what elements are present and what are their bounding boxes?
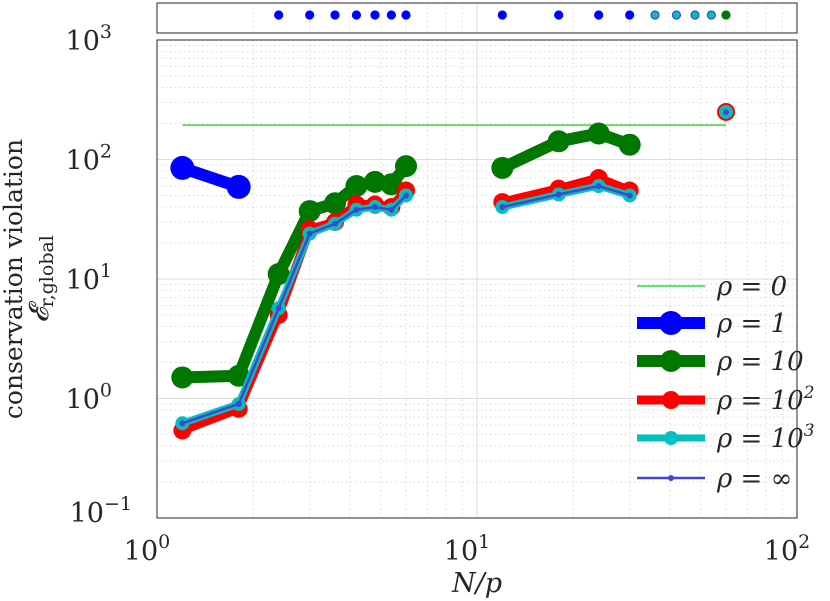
legend-label: ρ = 1	[716, 309, 787, 339]
data-point	[227, 364, 250, 387]
legend-label: ρ = 10	[716, 347, 804, 377]
strip-point	[386, 10, 396, 20]
data-point	[547, 130, 570, 153]
data-point	[179, 420, 186, 427]
data-point	[403, 192, 410, 199]
series-line	[502, 184, 631, 209]
y-axis-symbol: 𝓔r,global	[24, 235, 58, 323]
x-tick-label: 101	[444, 531, 490, 567]
data-point	[345, 175, 368, 198]
data-point	[363, 170, 386, 193]
series-2	[171, 122, 641, 389]
strip-point	[706, 10, 716, 20]
strip-point	[625, 10, 635, 20]
data-point	[499, 204, 506, 211]
series-line	[501, 173, 632, 207]
data-point	[171, 366, 194, 389]
y-tick-label: 100	[66, 380, 112, 416]
legend-label: ρ = ∞	[716, 464, 792, 494]
legend-label: ρ = 0	[716, 272, 787, 302]
x-tick-label: 100	[124, 531, 170, 567]
strip-point	[305, 10, 315, 20]
strip-point	[554, 10, 564, 20]
data-point	[275, 305, 282, 312]
data-point	[723, 108, 730, 115]
data-point	[235, 400, 242, 407]
series-line	[180, 187, 410, 435]
data-point	[618, 133, 641, 156]
legend-marker	[664, 431, 678, 445]
data-point	[626, 192, 633, 199]
data-point	[226, 174, 251, 199]
strip-point	[594, 10, 604, 20]
data-point	[595, 183, 602, 190]
legend-marker	[660, 350, 682, 372]
series-1	[170, 155, 251, 199]
series-4	[175, 104, 734, 431]
data-point	[332, 220, 339, 227]
data-point	[353, 206, 360, 213]
data-point	[587, 122, 610, 145]
legend-entry-5: ρ = ∞	[637, 464, 792, 494]
series-line	[499, 127, 632, 174]
y-tick-label: 10−1	[70, 493, 132, 529]
x-tick-label: 102	[764, 531, 810, 567]
y-tick-label: 101	[66, 260, 112, 296]
legend-entry-4: ρ = 103	[637, 421, 815, 454]
data-point	[306, 230, 313, 237]
series-3	[173, 102, 736, 440]
strip-point	[401, 10, 411, 20]
legend-marker	[668, 475, 674, 481]
legend-entry-0: ρ = 0	[637, 272, 787, 302]
legend-marker	[659, 311, 683, 335]
legend-entry-1: ρ = 1	[637, 309, 787, 339]
strip-frame	[156, 2, 798, 34]
legend-label: ρ = 103	[716, 421, 815, 454]
y-tick-label: 102	[66, 141, 112, 177]
strip-point	[351, 10, 362, 20]
y-tick-label: 103	[66, 21, 112, 57]
legend-marker	[662, 391, 680, 409]
strip-point	[497, 10, 507, 20]
data-point	[491, 156, 514, 179]
strip-point	[330, 10, 340, 20]
data-point	[298, 200, 321, 223]
strip-point	[274, 10, 284, 20]
data-point	[170, 155, 195, 180]
x-axis-label: N/p	[451, 568, 502, 599]
y-axis-label: conservation violation	[0, 139, 28, 419]
data-point	[371, 204, 378, 211]
strip-point	[671, 10, 682, 20]
legend-label: ρ = 102	[716, 383, 815, 416]
data-point	[380, 173, 403, 196]
series-5	[179, 108, 730, 427]
legend-entry-2: ρ = 10	[637, 347, 804, 377]
strip-point	[690, 10, 700, 20]
data-point	[388, 206, 395, 213]
legend-entry-3: ρ = 102	[637, 383, 815, 416]
data-point	[395, 155, 418, 178]
data-point	[267, 263, 290, 286]
plot-frame	[156, 39, 798, 519]
strip-point	[721, 10, 731, 20]
data-point	[555, 191, 562, 198]
data-point	[324, 192, 347, 215]
strip-point	[650, 10, 660, 20]
strip-point	[370, 10, 380, 20]
